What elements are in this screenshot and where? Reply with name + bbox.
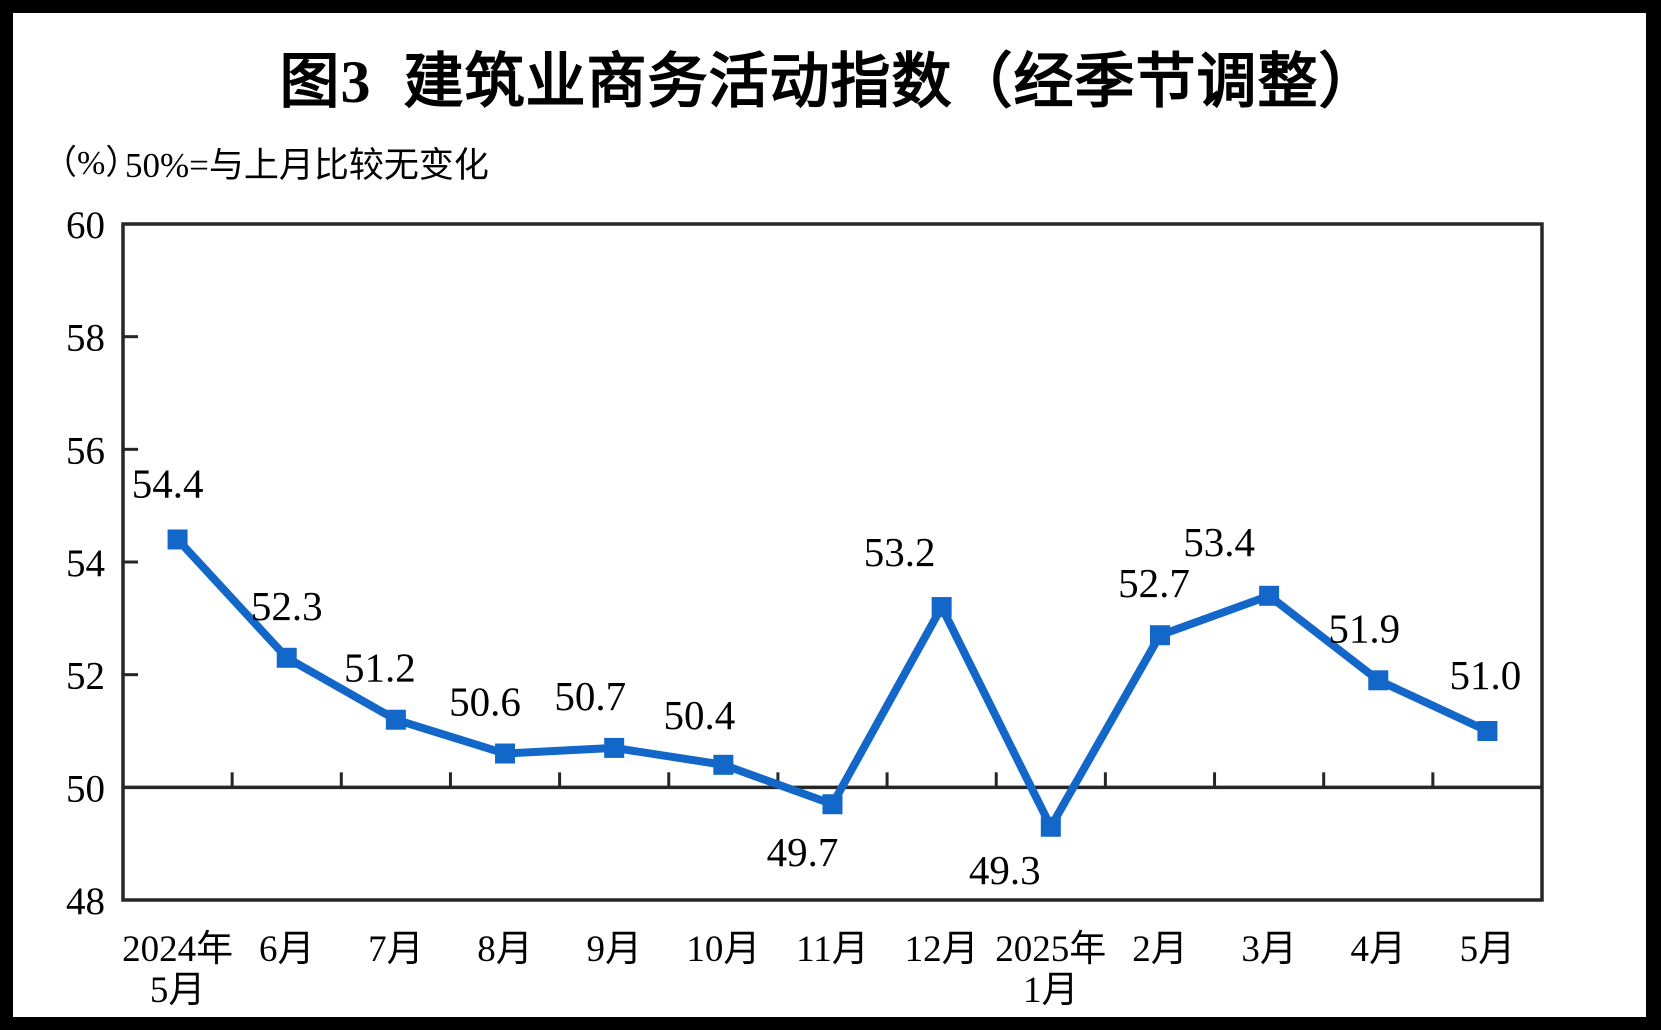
chart-figure: 图3 建筑业商务活动指数（经季节调整） （%） 50%=与上月比较无变化 48 5… bbox=[13, 13, 1646, 1017]
data-point-marker bbox=[1040, 816, 1061, 837]
data-point-marker bbox=[276, 647, 297, 668]
x-axis-label: 2024年 bbox=[122, 928, 233, 970]
y-axis-unit-label: （%） bbox=[43, 145, 140, 182]
y-axis-label: 50 bbox=[66, 767, 105, 810]
chart-title: 图3 建筑业商务活动指数（经季节调整） bbox=[279, 49, 1380, 115]
data-point-marker bbox=[1477, 721, 1498, 741]
data-point-marker bbox=[931, 597, 952, 618]
data-point-label: 51.2 bbox=[344, 645, 416, 691]
baseline-note: 50%=与上月比较无变化 bbox=[125, 146, 489, 185]
data-point-label: 51.9 bbox=[1328, 605, 1400, 651]
data-point-marker bbox=[713, 754, 734, 775]
data-point-marker bbox=[1259, 585, 1280, 606]
x-axis-label: 3月 bbox=[1241, 929, 1297, 970]
x-axis-label: 7月 bbox=[368, 929, 424, 970]
x-axis-label: 12月 bbox=[905, 929, 979, 970]
data-point-marker bbox=[495, 743, 516, 764]
data-point-marker bbox=[604, 737, 625, 758]
data-point-marker bbox=[1149, 625, 1170, 646]
x-axis-label: 5月 bbox=[1460, 929, 1516, 970]
x-axis-label: 5月 bbox=[150, 970, 206, 1011]
data-point-label: 53.4 bbox=[1183, 519, 1255, 565]
x-axis-label: 11月 bbox=[796, 929, 869, 970]
data-point-marker bbox=[385, 709, 406, 730]
data-point-label: 54.4 bbox=[132, 460, 204, 506]
data-point-label: 50.4 bbox=[663, 692, 735, 738]
data-point-marker bbox=[167, 529, 188, 550]
x-axis-label: 2025年 bbox=[995, 928, 1106, 970]
y-axis-label: 58 bbox=[66, 317, 105, 360]
y-axis-label: 48 bbox=[66, 880, 105, 923]
x-axis-label: 10月 bbox=[686, 929, 760, 970]
data-point-label: 50.7 bbox=[554, 673, 626, 719]
x-axis-label: 9月 bbox=[586, 929, 642, 970]
y-axis-label: 54 bbox=[66, 542, 105, 585]
x-axis-label: 8月 bbox=[477, 929, 533, 970]
x-axis-label: 6月 bbox=[259, 929, 315, 970]
x-axis-label: 2月 bbox=[1132, 929, 1188, 970]
data-point-label: 52.7 bbox=[1118, 560, 1190, 606]
x-axis-label: 4月 bbox=[1351, 929, 1407, 970]
data-point-label: 51.0 bbox=[1450, 652, 1522, 698]
data-point-label: 53.2 bbox=[864, 529, 936, 575]
data-point-label: 50.6 bbox=[449, 679, 521, 725]
data-point-label: 52.3 bbox=[251, 583, 323, 629]
data-point-marker bbox=[1368, 670, 1389, 691]
data-point-label: 49.7 bbox=[767, 829, 839, 875]
data-point-label: 49.3 bbox=[969, 847, 1041, 893]
data-point-marker bbox=[822, 794, 843, 815]
x-axis-label: 1月 bbox=[1023, 970, 1079, 1011]
y-axis-label: 60 bbox=[66, 204, 105, 247]
y-axis-label: 52 bbox=[66, 655, 105, 698]
y-axis-label: 56 bbox=[66, 429, 105, 472]
